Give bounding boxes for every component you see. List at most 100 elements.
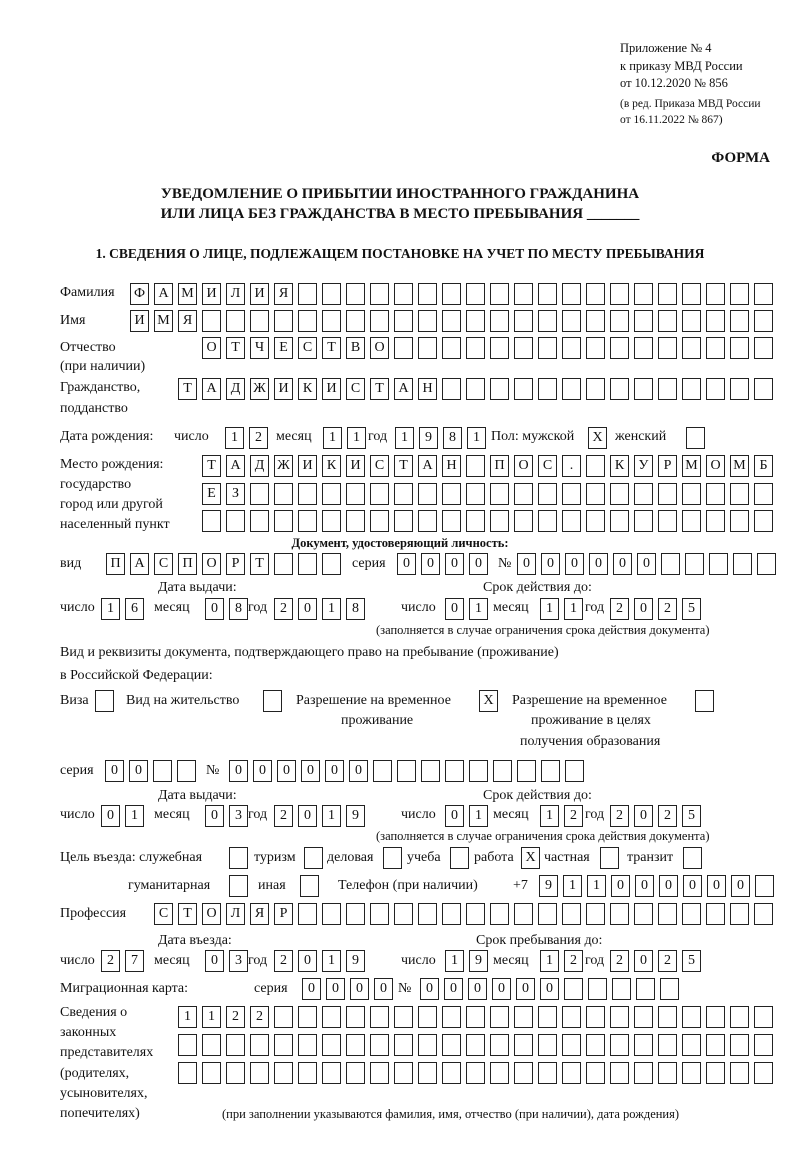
char-box[interactable]	[322, 1006, 341, 1028]
char-box[interactable]	[442, 337, 461, 359]
char-box[interactable]	[418, 1034, 437, 1056]
char-box[interactable]	[274, 483, 293, 505]
char-box[interactable]	[682, 510, 701, 532]
char-box[interactable]: 0	[302, 978, 321, 1000]
char-box[interactable]: 1	[587, 875, 606, 897]
char-box[interactable]: 0	[492, 978, 511, 1000]
char-box[interactable]	[466, 1006, 485, 1028]
char-box[interactable]	[538, 510, 557, 532]
char-box[interactable]	[586, 337, 605, 359]
char-box[interactable]: Т	[250, 553, 269, 575]
char-box[interactable]: 0	[516, 978, 535, 1000]
char-box[interactable]	[514, 483, 533, 505]
char-box[interactable]	[370, 310, 389, 332]
char-box[interactable]: Н	[418, 378, 437, 400]
checkbox[interactable]: X	[521, 847, 540, 869]
char-box[interactable]	[562, 510, 581, 532]
char-box[interactable]	[490, 310, 509, 332]
char-box[interactable]: О	[706, 455, 725, 477]
checkbox[interactable]	[300, 875, 319, 897]
char-box[interactable]	[682, 283, 701, 305]
char-box[interactable]: 9	[539, 875, 558, 897]
char-box[interactable]: Ф	[130, 283, 149, 305]
char-box[interactable]	[466, 483, 485, 505]
char-box[interactable]	[757, 553, 776, 575]
char-box[interactable]	[562, 1034, 581, 1056]
char-box[interactable]: 1	[101, 598, 120, 620]
char-box[interactable]: 0	[325, 760, 344, 782]
char-box[interactable]: 9	[419, 427, 438, 449]
char-box[interactable]: А	[418, 455, 437, 477]
char-box[interactable]: 1	[323, 427, 342, 449]
char-box[interactable]: М	[178, 283, 197, 305]
char-box[interactable]	[346, 483, 365, 505]
char-box[interactable]: Р	[226, 553, 245, 575]
char-box[interactable]	[418, 310, 437, 332]
char-box[interactable]	[661, 553, 680, 575]
char-box[interactable]	[466, 310, 485, 332]
char-box[interactable]: Ж	[274, 455, 293, 477]
char-box[interactable]	[706, 1006, 725, 1028]
char-box[interactable]	[298, 1062, 317, 1084]
char-box[interactable]	[709, 553, 728, 575]
char-box[interactable]	[730, 283, 749, 305]
char-box[interactable]	[514, 903, 533, 925]
char-box[interactable]: Т	[202, 455, 221, 477]
char-box[interactable]	[634, 1006, 653, 1028]
char-box[interactable]: С	[346, 378, 365, 400]
char-box[interactable]	[682, 1034, 701, 1056]
char-box[interactable]	[634, 283, 653, 305]
char-box[interactable]	[612, 978, 631, 1000]
char-box[interactable]: 0	[205, 805, 224, 827]
char-box[interactable]	[346, 1006, 365, 1028]
char-box[interactable]: О	[202, 337, 221, 359]
char-box[interactable]: 0	[541, 553, 560, 575]
char-box[interactable]: 8	[346, 598, 365, 620]
char-box[interactable]	[250, 310, 269, 332]
char-box[interactable]: 1	[347, 427, 366, 449]
char-box[interactable]	[394, 1034, 413, 1056]
char-box[interactable]	[562, 1006, 581, 1028]
char-box[interactable]	[466, 337, 485, 359]
char-box[interactable]	[202, 310, 221, 332]
char-box[interactable]	[418, 903, 437, 925]
char-box[interactable]	[274, 1062, 293, 1084]
char-box[interactable]: 2	[101, 950, 120, 972]
char-box[interactable]	[394, 483, 413, 505]
char-box[interactable]: Е	[274, 337, 293, 359]
char-box[interactable]: А	[226, 455, 245, 477]
char-box[interactable]	[586, 510, 605, 532]
char-box[interactable]	[322, 483, 341, 505]
char-box[interactable]: 0	[205, 598, 224, 620]
char-box[interactable]	[370, 283, 389, 305]
char-box[interactable]	[226, 310, 245, 332]
checkbox[interactable]	[229, 875, 248, 897]
char-box[interactable]	[394, 310, 413, 332]
char-box[interactable]	[490, 337, 509, 359]
char-box[interactable]	[322, 510, 341, 532]
char-box[interactable]	[250, 510, 269, 532]
char-box[interactable]	[274, 1034, 293, 1056]
char-box[interactable]	[490, 903, 509, 925]
char-box[interactable]: О	[202, 553, 221, 575]
char-box[interactable]: К	[322, 455, 341, 477]
checkbox[interactable]: X	[479, 690, 498, 712]
char-box[interactable]: О	[202, 903, 221, 925]
char-box[interactable]	[370, 510, 389, 532]
char-box[interactable]: 0	[517, 553, 536, 575]
char-box[interactable]	[586, 1062, 605, 1084]
char-box[interactable]: Т	[178, 378, 197, 400]
char-box[interactable]	[634, 378, 653, 400]
char-box[interactable]	[658, 1006, 677, 1028]
char-box[interactable]	[322, 903, 341, 925]
char-box[interactable]	[755, 875, 774, 897]
char-box[interactable]	[370, 903, 389, 925]
char-box[interactable]: 1	[322, 950, 341, 972]
char-box[interactable]	[634, 1034, 653, 1056]
char-box[interactable]	[730, 337, 749, 359]
char-box[interactable]: С	[370, 455, 389, 477]
char-box[interactable]	[754, 510, 773, 532]
char-box[interactable]	[514, 1062, 533, 1084]
char-box[interactable]	[562, 310, 581, 332]
char-box[interactable]	[588, 978, 607, 1000]
